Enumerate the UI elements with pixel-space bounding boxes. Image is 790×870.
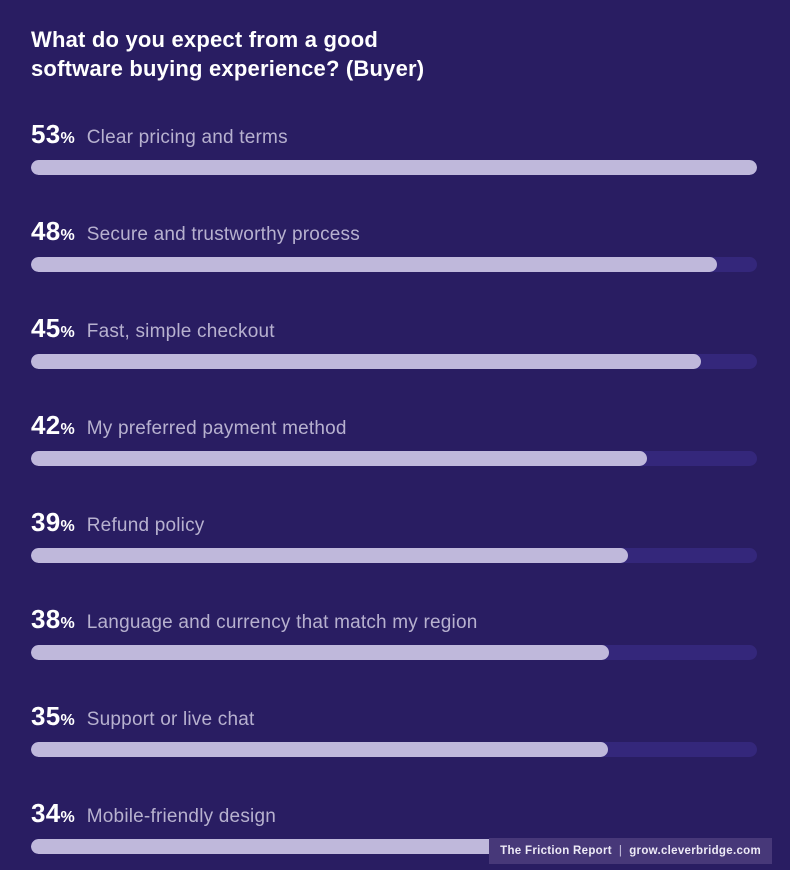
percent-sign: % [60, 421, 75, 438]
percent-sign: % [60, 712, 75, 729]
percent-sign: % [60, 227, 75, 244]
footer-attribution-badge: The Friction Report | grow.cleverbridge.co… [489, 838, 772, 864]
bar-category-label: Fast, simple checkout [86, 321, 275, 342]
bar-row: 39% Refund policy [31, 508, 757, 563]
bar-value: 39 [31, 507, 61, 537]
bar-row: 38% Language and currency that match my r… [31, 605, 757, 660]
bar-track [31, 742, 757, 757]
bar-value: 45 [31, 313, 61, 343]
bar-value: 34 [31, 798, 61, 828]
bar-value: 53 [31, 119, 61, 149]
bar-category-label: Secure and trustworthy process [86, 224, 360, 245]
bar-row-label: 45% Fast, simple checkout [31, 314, 757, 347]
bar-row: 48% Secure and trustworthy process [31, 217, 757, 272]
bar-fill [31, 257, 718, 272]
bar-track [31, 548, 757, 563]
bar-row: 45% Fast, simple checkout [31, 314, 757, 369]
bar-category-label: Refund policy [86, 515, 205, 536]
bar-row-label: 39% Refund policy [31, 508, 757, 541]
bar-value: 48 [31, 216, 61, 246]
bar-row: 53% Clear pricing and terms [31, 120, 757, 175]
chart-title-line1: What do you expect from a good [31, 27, 379, 52]
bar-value: 35 [31, 701, 61, 731]
bar-row-label: 48% Secure and trustworthy process [31, 217, 757, 250]
bar-track [31, 160, 757, 175]
bar-value: 42 [31, 410, 61, 440]
bar-row-label: 42% My preferred payment method [31, 411, 757, 444]
bar-fill [31, 354, 702, 369]
percent-sign: % [60, 324, 75, 341]
bar-fill [31, 839, 556, 854]
footer-separator: | [618, 845, 623, 857]
bar-category-label: Mobile-friendly design [86, 806, 276, 827]
percent-sign: % [60, 518, 75, 535]
bar-row: 35% Support or live chat [31, 702, 757, 757]
bar-fill [31, 742, 609, 757]
bar-fill [31, 451, 647, 466]
bar-category-label: Language and currency that match my regi… [86, 612, 478, 633]
chart-title-line2: software buying experience? (Buyer) [31, 56, 425, 81]
bar-fill [31, 548, 628, 563]
bar-fill [31, 160, 757, 175]
bar-row-label: 34% Mobile-friendly design [31, 799, 757, 832]
bar-category-label: Clear pricing and terms [86, 127, 288, 148]
chart-title: What do you expect from a good software b… [31, 25, 757, 83]
bar-track [31, 451, 757, 466]
percent-sign: % [60, 809, 75, 826]
bar-row-label: 35% Support or live chat [31, 702, 757, 735]
bar-track [31, 645, 757, 660]
bar-track [31, 354, 757, 369]
footer-site-url: grow.cleverbridge.com [629, 845, 761, 857]
bar-track [31, 257, 757, 272]
percent-sign: % [60, 615, 75, 632]
bar-value: 38 [31, 604, 61, 634]
footer-report-name: The Friction Report [500, 845, 612, 857]
bar-category-label: My preferred payment method [86, 418, 347, 439]
bar-category-label: Support or live chat [86, 709, 255, 730]
bar-row-label: 53% Clear pricing and terms [31, 120, 757, 153]
percent-sign: % [60, 130, 75, 147]
bar-row-label: 38% Language and currency that match my r… [31, 605, 757, 638]
bar-fill [31, 645, 609, 660]
bar-row: 42% My preferred payment method [31, 411, 757, 466]
